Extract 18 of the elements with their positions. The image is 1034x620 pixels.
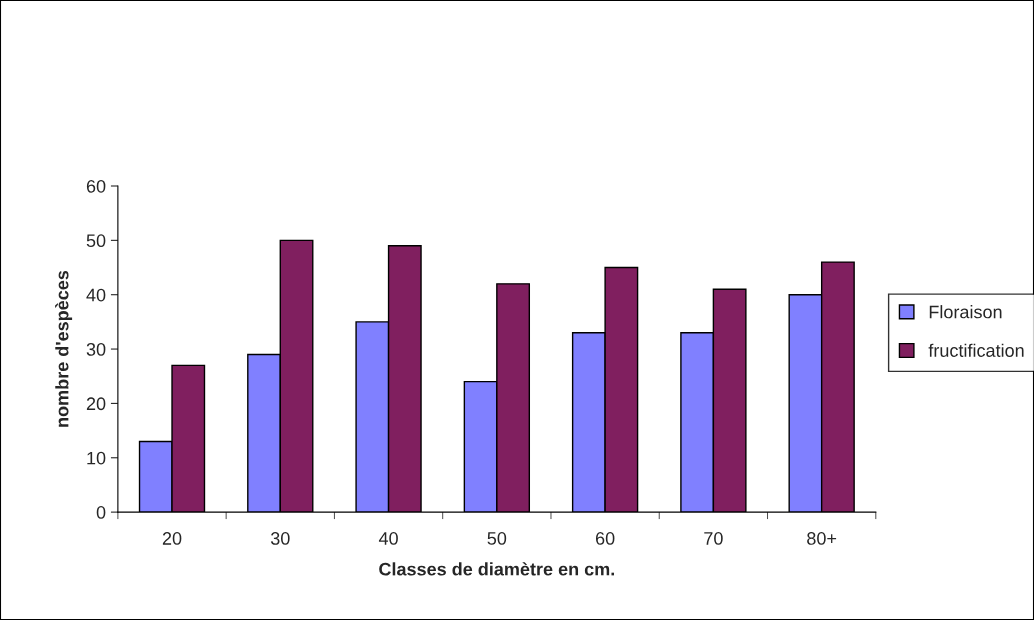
legend-label: fructification: [928, 343, 1024, 357]
x-tick-label: 80+: [807, 532, 837, 545]
x-tick-label: 40: [378, 532, 398, 545]
x-tick-label: 50: [487, 532, 507, 545]
y-tick-label: 20: [86, 397, 106, 411]
y-tick-label: 30: [86, 342, 106, 356]
x-tick-label: 60: [595, 532, 615, 545]
x-tick-label: 20: [162, 532, 182, 545]
legend-label: Floraison: [929, 305, 1002, 319]
y-tick-label: 0: [96, 506, 106, 519]
y-tick-label: 40: [86, 288, 106, 302]
y-tick-label: 60: [86, 179, 106, 193]
x-axis-title: Classes de diamètre en cm.: [379, 562, 615, 576]
y-axis-title: nombre d'espèces: [55, 270, 73, 427]
y-tick-label: 10: [87, 451, 106, 465]
x-tick-label: 30: [270, 532, 290, 545]
x-tick-label: 70: [704, 532, 723, 545]
y-tick-label: 50: [86, 234, 106, 248]
